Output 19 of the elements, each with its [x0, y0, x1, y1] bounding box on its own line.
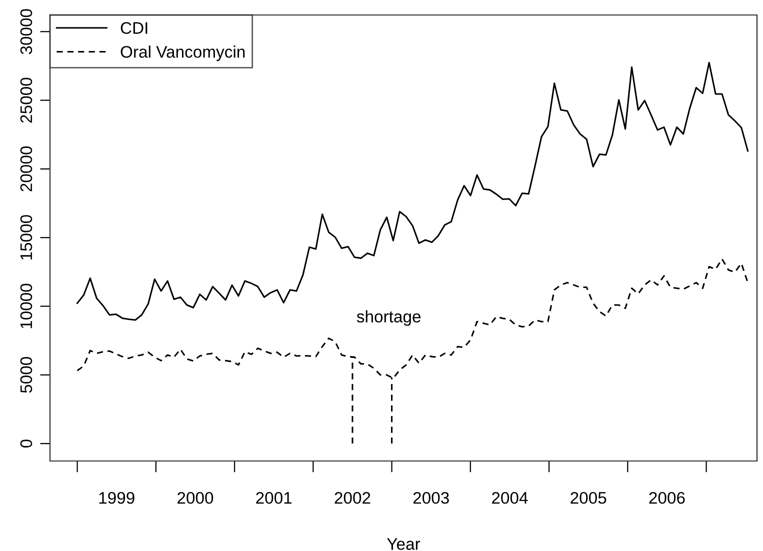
annotation: shortage [356, 310, 421, 326]
y-tick-label: 30000 [20, 9, 32, 54]
y-tick-label: 20000 [20, 146, 32, 192]
x-tick-label: 2004 [492, 492, 528, 504]
y-tick-label: 0 [20, 440, 32, 448]
y-tick-label: 15000 [20, 215, 32, 260]
y-tick-label: 10000 [20, 284, 32, 328]
legend-label: Oral Vancomycin [120, 46, 245, 62]
x-tick-label: 2005 [570, 492, 606, 504]
y-tick-label: 25000 [20, 78, 32, 123]
y-tick-label: 5000 [20, 357, 32, 393]
x-tick-label: 2002 [334, 492, 370, 504]
x-tick-label: 2001 [256, 492, 292, 504]
x-tick-label: 1999 [99, 492, 134, 504]
legend-label: CDI [120, 22, 148, 34]
x-tick-label: 2003 [413, 492, 449, 504]
x-tick-label: 2006 [649, 492, 685, 504]
x-axis-title: Year [387, 538, 420, 550]
x-tick-label: 2000 [178, 492, 214, 504]
